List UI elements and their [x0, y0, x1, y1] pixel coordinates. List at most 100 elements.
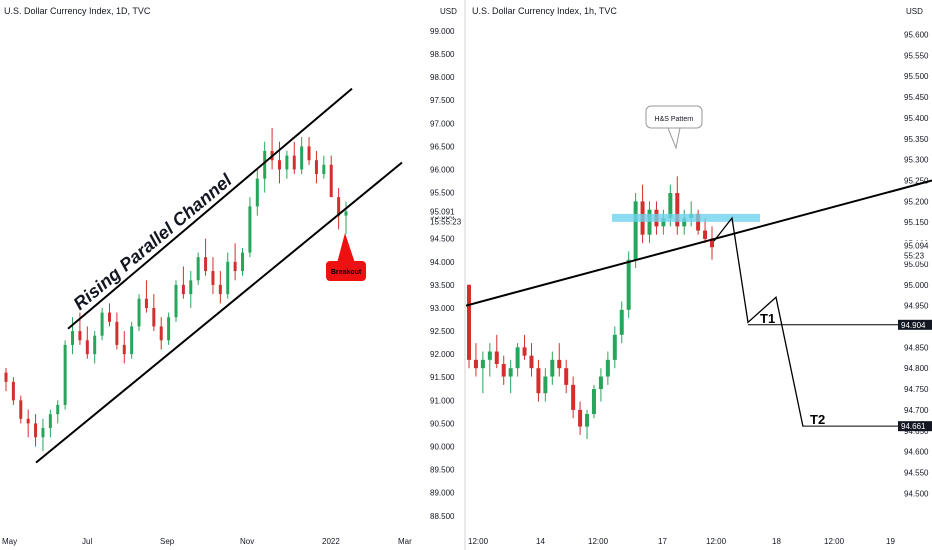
candle-body	[122, 344, 126, 355]
candle-body	[78, 331, 82, 341]
candle-body	[314, 160, 318, 175]
x-tick-label: 14	[536, 537, 545, 546]
y-tick-label: 93.000	[430, 304, 455, 313]
x-tick-label: Mar	[398, 537, 412, 546]
chart-title: U.S. Dollar Currency Index, 1D, TVC	[4, 6, 151, 16]
y-tick-label: 95.250	[904, 176, 929, 185]
target2-label: T2	[810, 412, 825, 427]
y-tick-label: 95.200	[904, 197, 929, 206]
y-tick-label: 94.500	[904, 489, 929, 498]
x-tick-label: 12:00	[706, 537, 727, 546]
pattern-label: H&S Pattern	[655, 116, 694, 123]
x-tick-label: May	[2, 537, 17, 546]
y-tick-label: 92.000	[430, 350, 455, 359]
candle-body	[71, 331, 75, 345]
x-tick-label: 12:00	[588, 537, 609, 546]
candle-body	[241, 252, 245, 272]
candle-body	[571, 384, 576, 410]
candle-body	[93, 335, 97, 355]
y-tick-label: 95.600	[904, 31, 929, 40]
target-price-tag	[898, 421, 932, 432]
y-tick-label: 95.400	[904, 114, 929, 123]
candle-body	[633, 201, 638, 260]
x-tick-label: 18	[772, 537, 781, 546]
y-tick-label: 94.550	[904, 468, 929, 477]
candle-body	[329, 164, 333, 198]
candle-body	[501, 364, 506, 377]
candle-body	[255, 178, 259, 207]
y-tick-label: 96.000	[430, 165, 455, 174]
candle-body	[115, 321, 119, 345]
candle-body	[63, 344, 67, 405]
candle-body	[189, 280, 193, 295]
candle-body	[487, 351, 492, 360]
target1-label: T1	[760, 311, 775, 326]
countdown-value: 15:55:23	[430, 217, 462, 226]
countdown-value: 55:23	[904, 252, 925, 261]
candle-body	[41, 428, 45, 438]
candle-body	[543, 376, 548, 394]
candle-body	[619, 309, 624, 335]
candle-body	[696, 213, 701, 231]
candle-body	[675, 193, 680, 227]
y-tick-label: 94.600	[904, 448, 929, 457]
candle-body	[585, 414, 590, 427]
y-tick-label: 89.500	[430, 466, 455, 475]
chart-title: U.S. Dollar Currency Index, 1h, TVC	[472, 6, 617, 16]
y-tick-label: 94.000	[430, 258, 455, 267]
candle-body	[344, 211, 348, 216]
candle-body	[591, 389, 596, 415]
y-tick-label: 96.500	[430, 142, 455, 151]
channel-annotation: Rising Parallel Channel	[69, 169, 236, 314]
candle-body	[26, 418, 30, 424]
y-tick-label: 93.500	[430, 281, 455, 290]
x-tick-label: 2022	[322, 537, 340, 546]
candle-body	[473, 359, 478, 369]
candle-body	[626, 259, 631, 310]
candle-body	[578, 409, 583, 427]
x-tick-label: 19	[886, 537, 895, 546]
y-tick-label: 90.500	[430, 419, 455, 428]
candle-body	[661, 218, 666, 227]
candle-body	[467, 284, 471, 360]
candle-body	[703, 230, 708, 239]
candle-body	[11, 381, 15, 401]
candle-body	[337, 197, 341, 216]
candle-body	[522, 347, 527, 356]
y-tick-label: 94.500	[430, 235, 455, 244]
x-tick-label: 12:00	[468, 537, 489, 546]
pattern-callout-pointer	[667, 127, 681, 150]
panel-divider[interactable]	[464, 0, 466, 550]
y-tick-label: 90.000	[430, 443, 455, 452]
channel-upper-line	[67, 87, 353, 330]
y-tick-label: 94.750	[904, 385, 929, 394]
breakout-badge	[326, 261, 366, 281]
hourly-candlestick-chart[interactable]: U.S. Dollar Currency Index, 1h, TVC USD …	[466, 0, 932, 550]
candle-body	[159, 326, 163, 341]
candle-body	[480, 359, 485, 369]
last-price-tag	[902, 240, 932, 262]
candle-body	[277, 160, 281, 170]
candle-body	[710, 238, 714, 248]
x-tick-label: 12:00	[824, 537, 845, 546]
candle-body	[204, 257, 208, 272]
last-price-tag	[428, 206, 464, 217]
candle-body	[174, 284, 178, 318]
y-tick-label: 95.450	[904, 93, 929, 102]
y-tick-label: 95.350	[904, 135, 929, 144]
projection-path	[713, 216, 804, 427]
candle-body	[598, 376, 603, 390]
currency-label: USD	[906, 7, 923, 16]
candle-body	[605, 359, 610, 377]
daily-candlestick-chart[interactable]: U.S. Dollar Currency Index, 1D, TVC USD …	[0, 0, 464, 550]
target-price-value: 94.904	[901, 321, 926, 330]
y-tick-label: 95.500	[430, 189, 455, 198]
y-tick-label: 94.800	[904, 364, 929, 373]
candle-body	[515, 347, 520, 369]
last-price-value: 95.091	[430, 207, 455, 216]
candle-body	[529, 355, 534, 369]
candle-body	[300, 146, 304, 170]
candle-body	[564, 368, 569, 385]
y-tick-label: 94.700	[904, 406, 929, 415]
candle-body	[233, 261, 237, 272]
